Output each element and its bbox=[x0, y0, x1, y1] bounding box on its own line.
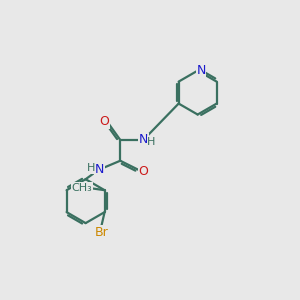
Text: CH₃: CH₃ bbox=[72, 183, 92, 193]
Text: O: O bbox=[138, 165, 148, 178]
Text: Br: Br bbox=[94, 226, 108, 239]
Text: H: H bbox=[147, 137, 156, 147]
Text: N: N bbox=[139, 134, 148, 146]
Text: H: H bbox=[86, 163, 95, 173]
Text: N: N bbox=[95, 164, 104, 176]
Text: N: N bbox=[196, 64, 206, 77]
Text: O: O bbox=[99, 115, 109, 128]
